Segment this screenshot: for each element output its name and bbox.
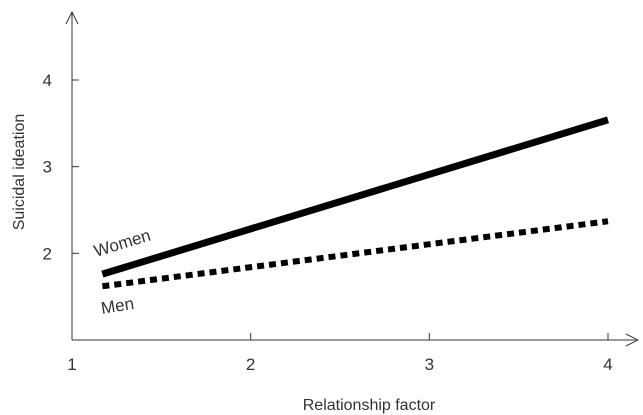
x-tick-label: 1 (67, 355, 76, 374)
y-tick-label: 2 (43, 244, 52, 263)
x-tick-label: 4 (603, 355, 612, 374)
series-line-men (101, 218, 609, 290)
series-line-women (101, 116, 610, 278)
y-tick-label: 4 (43, 71, 52, 90)
x-tick-label: 3 (425, 355, 434, 374)
x-axis-arrow (625, 333, 640, 347)
x-tick-label: 2 (246, 355, 255, 374)
y-tick-label: 3 (43, 158, 52, 177)
y-axis-label: Suicidal ideation (11, 114, 28, 231)
series-label-men: Men (100, 294, 136, 318)
series-lines (101, 116, 610, 290)
axes (65, 10, 640, 347)
series-label-women: Women (92, 226, 153, 261)
ticks: 1 2 3 4 2 3 4 (43, 71, 613, 374)
y-axis-arrow (65, 10, 79, 25)
x-axis-label: Relationship factor (303, 397, 436, 414)
